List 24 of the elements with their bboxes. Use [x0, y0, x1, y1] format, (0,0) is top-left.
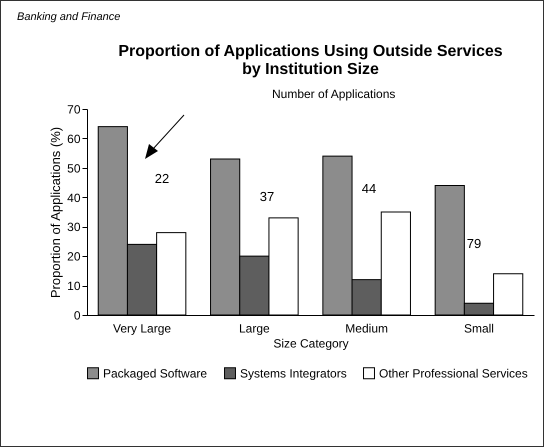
annotation: 22	[154, 171, 170, 186]
y-tick-label: 50	[67, 161, 81, 176]
y-tick-label: 20	[67, 250, 81, 264]
legend-label: Systems Integrators	[240, 366, 347, 380]
chart-title: Proportion of Applications Using Outside Services by Institution Size	[118, 43, 503, 78]
text: Banking and Finance	[17, 11, 120, 23]
y-tick-label: 10	[67, 279, 81, 294]
y-tick-label: 0	[74, 308, 81, 322]
annotation: 44	[362, 181, 376, 196]
y-axis-title: Proportion of Applications (%)	[48, 126, 64, 298]
y-tick-label: 70	[67, 102, 81, 116]
y-tick-label: 30	[67, 220, 81, 234]
y-tick-label: 60	[67, 132, 81, 146]
text: Number of Applications	[272, 87, 396, 101]
x-tick-label: Medium	[345, 322, 388, 336]
annotation: 37	[260, 189, 274, 204]
x-tick-label: Small	[464, 322, 494, 336]
x-tick-label: Large	[238, 322, 270, 336]
annotation: 79	[466, 236, 482, 251]
legend-label: Packaged Software	[103, 366, 208, 380]
x-axis-title: Size Category	[273, 336, 349, 350]
y-tick-label: 40	[67, 190, 81, 205]
legend-label: Other Professional Services	[379, 366, 528, 380]
x-tick-label: Very Large	[113, 322, 172, 336]
